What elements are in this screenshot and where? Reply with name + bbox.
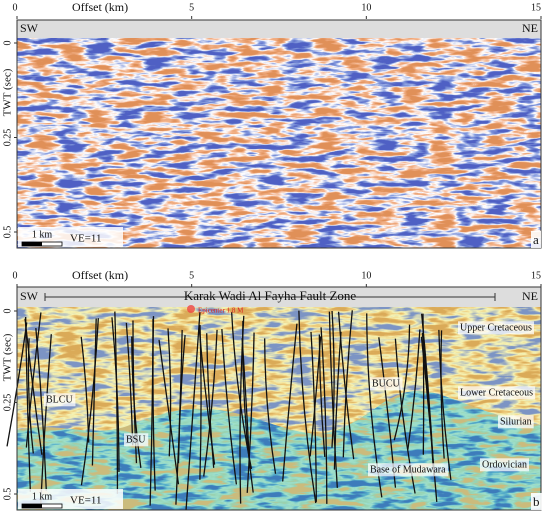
- fault: [242, 320, 254, 493]
- fault: [422, 313, 425, 455]
- x-axis-label: Offset (km): [72, 0, 128, 14]
- unit-label-box: [480, 458, 529, 472]
- fault: [421, 332, 435, 471]
- scale-label: 1 km: [32, 491, 53, 502]
- surface-label-box: [368, 463, 449, 477]
- surface-label: BLCU: [46, 394, 73, 405]
- unit-label: Ordovician: [482, 459, 527, 470]
- x-tick-label: 0: [13, 2, 18, 13]
- surface-label-box: [370, 377, 403, 391]
- ve-label: VE=11: [70, 495, 101, 507]
- fault: [80, 318, 99, 486]
- fault: [185, 312, 201, 510]
- ve-label: VE=11: [70, 233, 101, 245]
- fault: [131, 336, 142, 468]
- fault: [231, 312, 253, 470]
- x-tick-label: 15: [531, 270, 541, 281]
- fault: [35, 327, 47, 491]
- scale-label: 1 km: [32, 229, 53, 240]
- fault-lines: [6, 310, 452, 510]
- fault: [298, 310, 317, 504]
- x-tick-label: 10: [361, 270, 371, 281]
- fault: [27, 338, 34, 454]
- y-axis-label: TWT (sec): [2, 333, 14, 381]
- fault: [203, 329, 218, 477]
- y-tick-label: 0: [2, 309, 13, 314]
- fault: [407, 329, 421, 450]
- epicenter-label: Epicenter 1.8 M: [198, 307, 244, 315]
- fault: [331, 310, 335, 448]
- surface-label: Base of Mudawara: [370, 464, 446, 475]
- fault: [438, 329, 452, 481]
- surface-label-box: [44, 393, 76, 407]
- fault: [6, 322, 28, 447]
- unit-label: Upper Cretaceous: [460, 322, 532, 333]
- fault: [125, 322, 134, 446]
- unit-label-box: [458, 321, 535, 335]
- fault: [91, 318, 97, 466]
- x-tick-label: 5: [189, 270, 194, 281]
- surface-label-box: [124, 433, 149, 447]
- fault: [328, 311, 338, 488]
- direction-left: SW: [20, 289, 39, 303]
- fault: [114, 311, 119, 494]
- fault: [158, 339, 180, 485]
- x-tick-label: 10: [361, 2, 371, 13]
- direction-right: NE: [522, 289, 538, 303]
- unit-label: Silurian: [500, 416, 532, 427]
- panel-letter-box: [531, 492, 542, 510]
- fault: [333, 331, 342, 470]
- fault: [246, 332, 255, 493]
- fault: [25, 312, 42, 448]
- panel-letter: a: [533, 232, 539, 247]
- fault: [206, 333, 215, 468]
- fault: [320, 327, 328, 504]
- y-tick-label: 0.25: [2, 394, 13, 412]
- unit-label: Lower Cretaceous: [460, 387, 533, 398]
- x-tick-label: 15: [531, 2, 541, 13]
- y-tick-label: 0: [2, 41, 13, 46]
- y-tick-label: 0.5: [2, 488, 13, 501]
- seismic-section-a: [17, 20, 541, 248]
- unit-label-box: [498, 415, 534, 429]
- y-tick-label: 0.5: [2, 226, 13, 239]
- panel-letter-box: [531, 230, 541, 248]
- direction-left: SW: [20, 21, 39, 35]
- fault: [264, 338, 277, 474]
- scale-bar-fill: [22, 242, 42, 246]
- header-bar: [17, 20, 541, 38]
- y-axis-label: TWT (sec): [2, 68, 14, 116]
- fault: [25, 316, 32, 492]
- fault: [309, 336, 322, 457]
- fault: [111, 317, 120, 472]
- x-tick-label: 0: [13, 270, 18, 281]
- direction-right: NE: [522, 21, 538, 35]
- fault: [310, 331, 317, 502]
- y-tick-label: 0.25: [2, 129, 13, 147]
- x-axis-label: Offset (km): [72, 268, 128, 282]
- unit-label-box: [458, 386, 536, 400]
- fault: [152, 316, 156, 491]
- fault: [199, 324, 202, 480]
- fault-zone-label: Karak Wadi Al Fayha Fault Zone: [184, 288, 357, 303]
- epicenter-marker: [187, 305, 195, 313]
- fault: [337, 311, 355, 460]
- surface-label: BUCU: [372, 378, 401, 389]
- frame: [16, 19, 542, 249]
- fault: [342, 310, 353, 458]
- fault: [282, 323, 298, 482]
- fault: [440, 330, 445, 459]
- scale-bar-fill: [22, 504, 42, 508]
- panel-letter: b: [533, 494, 540, 509]
- fault: [175, 329, 183, 505]
- surface-label: BSU: [126, 434, 146, 445]
- fault: [167, 328, 172, 457]
- fault: [221, 329, 238, 485]
- frame: [16, 286, 542, 511]
- fault: [393, 324, 411, 441]
- fault: [39, 334, 52, 509]
- x-tick-label: 5: [189, 2, 194, 13]
